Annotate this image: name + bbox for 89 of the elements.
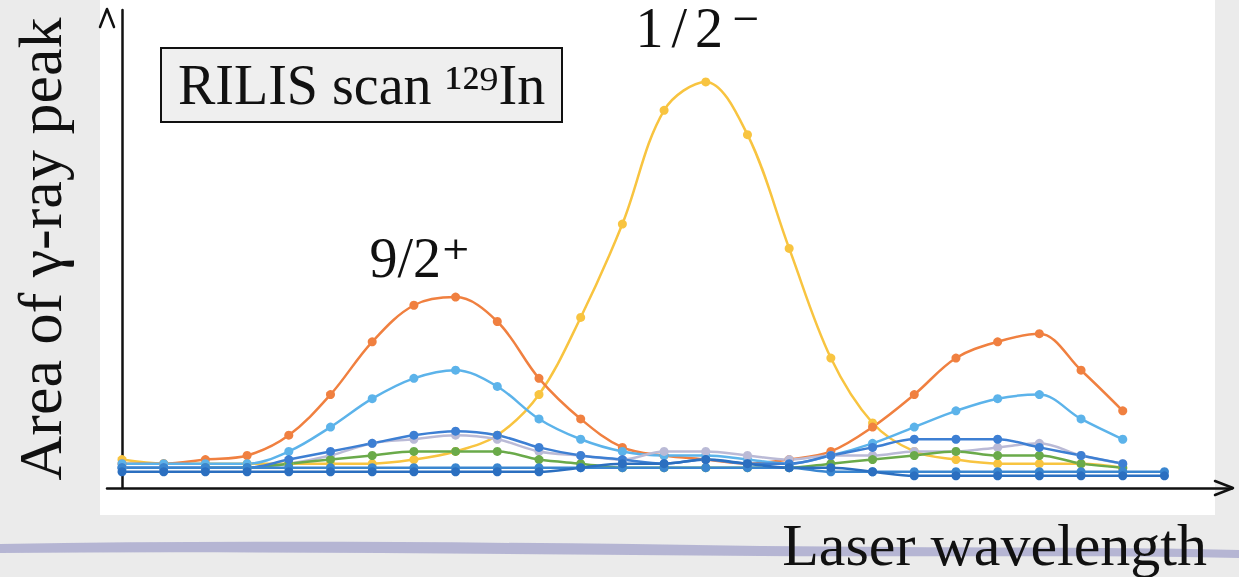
point [534,390,544,400]
point [909,422,919,432]
point [701,77,711,87]
point [1076,471,1086,481]
point [576,434,586,444]
point [617,446,627,456]
point [1034,329,1044,339]
point [1076,414,1086,424]
point [1159,471,1169,481]
point [534,373,544,383]
point [284,467,294,477]
point [909,471,919,481]
point [659,446,669,456]
point [1118,434,1128,444]
point [909,390,919,400]
point [784,243,794,253]
point [451,365,461,375]
point [1034,442,1044,452]
point [409,430,419,440]
point [826,463,836,473]
point [993,442,1003,452]
point [868,422,878,432]
point [1118,471,1128,481]
point [951,353,961,363]
point [576,414,586,424]
point [242,467,252,477]
point [534,442,544,452]
point [409,373,419,383]
point [117,467,127,477]
point [1076,365,1086,375]
point [742,130,752,140]
point [492,446,502,456]
point [742,451,752,461]
text: 1/2⁻ [635,0,769,59]
point [993,471,1003,481]
point [492,467,502,477]
annotation: 9/2⁺ [369,227,471,289]
point [701,446,711,456]
point [492,316,502,326]
point [326,390,335,400]
point [868,442,878,452]
point [284,446,294,456]
point [367,451,377,461]
point [451,426,461,436]
point [284,430,294,440]
point [242,451,252,461]
point [993,459,1003,469]
point [617,219,627,229]
point [326,446,335,456]
point [409,300,419,310]
point [326,455,335,465]
point [951,406,961,416]
point [576,312,586,322]
point [993,451,1003,461]
point [951,455,961,465]
point [1034,451,1044,461]
point [367,467,377,477]
point [1034,390,1044,400]
point [367,337,377,347]
point [326,467,335,477]
point [200,467,210,477]
point [993,434,1003,444]
y-axis-title: Area of γ-ray peak [6,17,74,481]
point [659,105,669,115]
point [951,471,961,481]
point [451,467,461,477]
point [451,292,461,302]
point [826,353,836,363]
point [284,455,294,465]
point [617,459,627,469]
point [909,451,919,461]
point [951,434,961,444]
point [159,467,169,477]
point [534,455,544,465]
point [409,446,419,456]
point [993,394,1003,404]
point [993,337,1003,347]
point [367,394,377,404]
point [534,467,544,477]
point [326,422,335,432]
point [492,381,502,391]
point [1034,459,1044,469]
point [1118,406,1128,416]
point [868,455,878,465]
point [909,434,919,444]
point [409,467,419,477]
point [534,414,544,424]
annotation: RILIS scan ¹²⁹In [160,47,564,123]
point [1034,471,1044,481]
